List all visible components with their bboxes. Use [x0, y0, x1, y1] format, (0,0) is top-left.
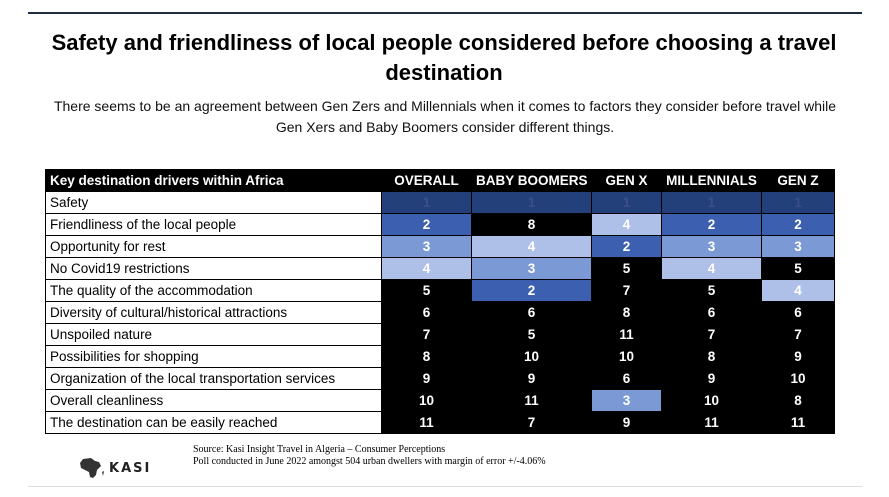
- rank-cell: 6: [761, 301, 835, 324]
- rank-cell: 8: [471, 213, 592, 236]
- table-row: Unspoiled nature 7 5 11 7 7: [45, 323, 835, 346]
- driver-label: Overall cleanliness: [45, 389, 382, 412]
- rank-cell: 4: [381, 257, 472, 280]
- slide-title: Safety and friendliness of local people …: [51, 30, 837, 85]
- rank-cell: 9: [381, 367, 472, 390]
- rank-cell: 8: [761, 389, 835, 412]
- driver-label: Possibilities for shopping: [45, 345, 382, 368]
- rank-cell: 4: [761, 279, 835, 302]
- africa-map-icon: [80, 458, 104, 478]
- rank-cell: 9: [761, 345, 835, 368]
- rank-cell: 9: [661, 367, 762, 390]
- logo-text: KASI: [109, 460, 152, 476]
- rank-cell: 10: [471, 345, 592, 368]
- driver-label: Organization of the local transportation…: [45, 367, 382, 390]
- header-gen-x: GEN X: [591, 169, 662, 192]
- rank-cell: 6: [661, 301, 762, 324]
- rank-cell: 11: [381, 411, 472, 434]
- source-line: Source: Kasi Insight Travel in Algeria –…: [193, 444, 446, 455]
- rank-cell: 5: [661, 279, 762, 302]
- rank-cell: 2: [761, 213, 835, 236]
- rank-cell: 2: [381, 213, 472, 236]
- rank-cell: 3: [591, 389, 662, 412]
- rank-cell: 1: [591, 191, 662, 214]
- rank-cell: 10: [661, 389, 762, 412]
- driver-label: Opportunity for rest: [45, 235, 382, 258]
- rank-cell: 8: [661, 345, 762, 368]
- top-divider: [28, 12, 862, 14]
- table-row: Opportunity for rest 3 4 2 3 3: [45, 235, 835, 258]
- rank-cell: 6: [381, 301, 472, 324]
- rank-cell: 4: [591, 213, 662, 236]
- header-baby-boomers: BABY BOOMERS: [471, 169, 592, 192]
- table-row: Friendliness of the local people 2 8 4 2 2: [45, 213, 835, 236]
- rank-cell: 1: [381, 191, 472, 214]
- rank-cell: 9: [471, 367, 592, 390]
- rank-cell: 11: [761, 411, 835, 434]
- rank-cell: 3: [761, 235, 835, 258]
- rank-cell: 8: [591, 301, 662, 324]
- rank-cell: 5: [761, 257, 835, 280]
- header-driver: Key destination drivers within Africa: [45, 169, 382, 192]
- rank-cell: 1: [761, 191, 835, 214]
- table-row: No Covid19 restrictions 4 3 5 4 5: [45, 257, 835, 280]
- table-row: Possibilities for shopping 8 10 10 8 9: [45, 345, 835, 368]
- rank-cell: 3: [661, 235, 762, 258]
- table-row: Diversity of cultural/historical attract…: [45, 301, 835, 324]
- rank-cell: 7: [591, 279, 662, 302]
- rank-cell: 3: [471, 257, 592, 280]
- rank-cell: 5: [381, 279, 472, 302]
- destination-drivers-table: Key destination drivers within Africa OV…: [45, 169, 835, 434]
- table-row: Safety 1 1 1 1 1: [45, 191, 835, 214]
- header-overall: OVERALL: [381, 169, 472, 192]
- rank-cell: 1: [471, 191, 592, 214]
- driver-label: The destination can be easily reached: [45, 411, 382, 434]
- kasi-logo: KASI: [77, 456, 157, 480]
- rank-cell: 10: [591, 345, 662, 368]
- slide-subtitle: There seems to be an agreement between G…: [53, 98, 837, 135]
- table-row: Organization of the local transportation…: [45, 367, 835, 390]
- rank-cell: 2: [471, 279, 592, 302]
- driver-label: Diversity of cultural/historical attract…: [45, 301, 382, 324]
- rank-cell: 7: [661, 323, 762, 346]
- rank-cell: 4: [471, 235, 592, 258]
- rank-cell: 6: [591, 367, 662, 390]
- rank-cell: 9: [591, 411, 662, 434]
- rank-cell: 11: [471, 389, 592, 412]
- rank-cell: 11: [591, 323, 662, 346]
- driver-label: Friendliness of the local people: [45, 213, 382, 236]
- rank-cell: 10: [381, 389, 472, 412]
- rank-cell: 7: [381, 323, 472, 346]
- table-row: The quality of the accommodation 5 2 7 5 4: [45, 279, 835, 302]
- rank-cell: 2: [591, 235, 662, 258]
- rank-cell: 4: [661, 257, 762, 280]
- rank-cell: 5: [591, 257, 662, 280]
- driver-label: No Covid19 restrictions: [45, 257, 382, 280]
- rank-cell: 6: [471, 301, 592, 324]
- rank-cell: 3: [381, 235, 472, 258]
- rank-cell: 1: [661, 191, 762, 214]
- table-row: Overall cleanliness 10 11 3 10 8: [45, 389, 835, 412]
- rank-cell: 5: [471, 323, 592, 346]
- rank-cell: 7: [761, 323, 835, 346]
- rank-cell: 8: [381, 345, 472, 368]
- rank-cell: 2: [661, 213, 762, 236]
- table-row: The destination can be easily reached 11 7…: [45, 411, 835, 434]
- poll-line: Poll conducted in June 2022 amongst 504 …: [193, 456, 546, 467]
- bottom-divider: [28, 486, 862, 487]
- driver-label: The quality of the accommodation: [45, 279, 382, 302]
- source-note: Source: Kasi Insight Travel in Algeria –…: [193, 444, 546, 468]
- header-gen-z: GEN Z: [761, 169, 835, 192]
- rank-cell: 10: [761, 367, 835, 390]
- rank-cell: 7: [471, 411, 592, 434]
- rank-cell: 11: [661, 411, 762, 434]
- driver-label: Unspoiled nature: [45, 323, 382, 346]
- header-millennials: MILLENNIALS: [661, 169, 762, 192]
- driver-label: Safety: [45, 191, 382, 214]
- table-header-row: Key destination drivers within Africa OV…: [45, 169, 835, 192]
